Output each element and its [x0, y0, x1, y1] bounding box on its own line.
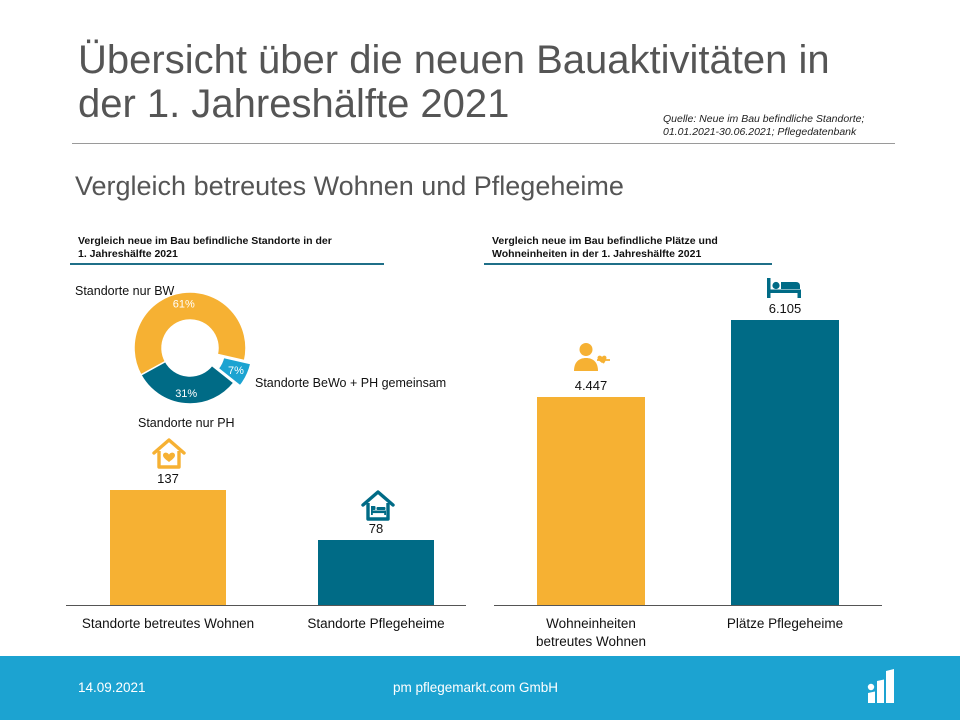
- left-bar-1: [318, 539, 434, 605]
- donut-label-combined: Standorte BeWo + PH gemeinsam: [255, 376, 447, 390]
- pflegemarkt-logo-icon: [867, 669, 894, 703]
- person-heart-icon: [574, 343, 610, 371]
- right-bar-1: [731, 319, 839, 605]
- left-bar-axis: [66, 605, 466, 606]
- left-category-label-1-line-0: Standorte Pflegeheime: [307, 616, 445, 631]
- right-panel-rule: [484, 263, 772, 265]
- page-subtitle: Vergleich betreutes Wohnen und Pflegehei…: [75, 171, 624, 201]
- right-category-label-1: Plätze Pflegeheime: [695, 615, 875, 633]
- right-panel-title-line-1: Vergleich neue im Bau befindliche Plätze…: [492, 235, 718, 247]
- footer-bar: [0, 656, 960, 720]
- right-category-label-0: Wohneinheiten betreutes Wohnen: [501, 615, 681, 651]
- left-panel-title-line-2: 1. Jahreshälfte 2021: [78, 248, 178, 260]
- source-line-2: 01.01.2021-30.06.2021; Pflegedatenbank: [663, 126, 857, 138]
- title-divider: [72, 143, 895, 144]
- source-line-1: Quelle: Neue im Bau befindliche Standort…: [663, 113, 865, 125]
- donut-slice-bw: [133, 291, 247, 376]
- source-note: Quelle: Neue im Bau befindliche Standort…: [663, 113, 864, 139]
- left-bar-0: [110, 490, 226, 605]
- donut-chart: 61% 7% 31%: [133, 291, 252, 405]
- footer-company: pm pflegemarkt.com GmbH: [393, 680, 559, 695]
- donut-slice-combined: [217, 356, 252, 387]
- donut-pct-ph: 31%: [175, 388, 197, 400]
- donut-slice-ph: [139, 360, 235, 405]
- donut-label-ph: Standorte nur PH: [138, 416, 235, 430]
- house-heart-icon: [152, 438, 186, 469]
- right-value-label-0: 4.447: [574, 378, 608, 394]
- donut-label-bw: Standorte nur BW: [75, 284, 175, 298]
- right-value-label-1: 6.105: [768, 300, 802, 316]
- donut-pct-bw: 61%: [173, 298, 195, 310]
- left-panel-title-line-1: Vergleich neue im Bau befindliche Stando…: [78, 235, 332, 247]
- bed-icon: [767, 278, 801, 298]
- donut-pct-combined: 7%: [228, 365, 244, 377]
- right-panel-title-line-2: Wohneinheiten in der 1. Jahreshälfte 202…: [492, 248, 702, 260]
- left-value-label-0: 137: [157, 471, 179, 487]
- footer-date: 14.09.2021: [78, 680, 146, 695]
- right-bar-axis: [494, 605, 882, 606]
- right-category-label-0-line-0: Wohneinheiten: [546, 616, 636, 631]
- left-value-label-1: 78: [368, 520, 384, 536]
- house-bed-icon: [361, 490, 395, 521]
- left-category-label-0: Standorte betreutes Wohnen: [78, 615, 258, 633]
- right-bar-0: [537, 397, 645, 605]
- page-title: Übersicht über die neuen Bauaktivitäten …: [78, 38, 830, 126]
- left-category-label-0-line-0: Standorte betreutes Wohnen: [81, 616, 255, 631]
- left-panel-rule: [70, 263, 384, 265]
- right-panel-title: Vergleich neue im Bau befindliche Plätze…: [492, 235, 718, 261]
- right-category-label-1-line-0: Plätze Pflegeheime: [726, 616, 844, 631]
- left-category-label-1: Standorte Pflegeheime: [286, 615, 466, 633]
- left-panel-title: Vergleich neue im Bau befindliche Stando…: [78, 235, 332, 261]
- right-category-label-0-line-1: betreutes Wohnen: [535, 634, 647, 649]
